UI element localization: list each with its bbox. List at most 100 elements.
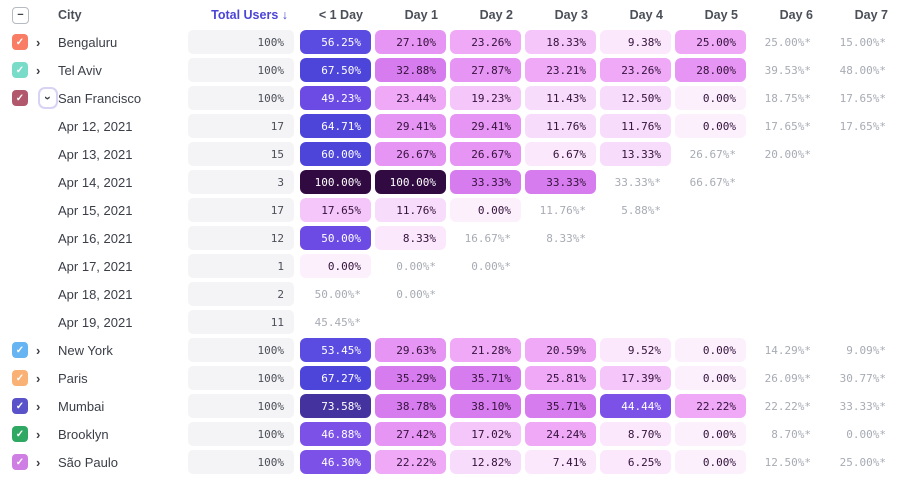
chevron-right-icon[interactable]: › [36,398,41,414]
retention-cell[interactable]: 6.67% [525,142,596,166]
retention-cell[interactable]: 12.50% [600,86,671,110]
retention-cell[interactable]: 23.26% [600,58,671,82]
retention-cell[interactable]: 32.88% [375,58,446,82]
chevron-right-icon[interactable]: › [36,426,41,442]
retention-cell[interactable]: 17.02% [450,422,521,446]
retention-cell[interactable]: 13.33% [600,142,671,166]
retention-cell[interactable]: 12.82% [450,450,521,474]
expand-cell: › [28,344,58,357]
retention-cell[interactable]: 29.63% [375,338,446,362]
retention-cell[interactable]: 67.27% [300,366,371,390]
retention-cell[interactable]: 49.23% [300,86,371,110]
expand-cell: › [28,428,58,441]
retention-cell[interactable]: 25.81% [525,366,596,390]
retention-cell[interactable]: 26.67% [450,142,521,166]
chevron-right-icon[interactable]: › [36,34,41,50]
row-checkbox[interactable]: ✓ [12,454,28,470]
retention-cell[interactable]: 8.70% [600,422,671,446]
retention-cell[interactable]: 35.71% [525,394,596,418]
retention-cell[interactable]: 67.50% [300,58,371,82]
retention-cell[interactable]: 38.10% [450,394,521,418]
retention-cell[interactable]: 9.52% [600,338,671,362]
row-checkbox[interactable]: ✓ [12,370,28,386]
retention-cell[interactable]: 0.00% [300,254,371,278]
retention-cell[interactable]: 6.25% [600,450,671,474]
retention-cell[interactable]: 22.22% [675,394,746,418]
chevron-down-icon: › [41,96,55,100]
table-row: ✓ › São Paulo 100% 46.30% 22.22% 12.82% 7.41% 6.… [12,448,920,476]
retention-cell[interactable]: 73.58% [300,394,371,418]
retention-cell[interactable]: 11.76% [525,114,596,138]
retention-cell[interactable]: 25.00% [675,30,746,54]
retention-cell[interactable]: 50.00% [300,226,371,250]
table-row: Apr 14, 2021 3 100.00% 100.00% 33.33% 33.33% 3… [12,168,920,196]
retention-cell[interactable]: 8.33% [375,226,446,250]
retention-cell[interactable]: 0.00% [675,422,746,446]
retention-cell[interactable]: 33.33% [525,170,596,194]
retention-cell[interactable]: 33.33% [450,170,521,194]
retention-cell[interactable]: 100.00% [300,170,371,194]
estimated-retention-value: 25.00%* [839,455,886,469]
retention-cell[interactable]: 0.00% [675,114,746,138]
retention-cell[interactable]: 0.00% [450,198,521,222]
row-checkbox[interactable]: ✓ [12,62,28,78]
retention-cell[interactable]: 20.59% [525,338,596,362]
retention-cell[interactable]: 27.10% [375,30,446,54]
retention-cell[interactable]: 19.23% [450,86,521,110]
retention-cell[interactable]: 9.38% [600,30,671,54]
chevron-right-icon[interactable]: › [36,370,41,386]
retention-cell[interactable]: 56.25% [300,30,371,54]
city-label: Paris [58,370,88,386]
row-checkbox[interactable]: ✓ [12,90,28,106]
retention-cell[interactable]: 0.00% [675,366,746,390]
select-all-checkbox-indeterminate[interactable]: − [12,6,29,24]
chevron-right-icon[interactable]: › [36,342,41,358]
collapse-row-button[interactable]: › [38,87,58,109]
estimated-retention-value: 33.33%* [839,399,886,413]
city-label: Tel Aviv [58,62,102,78]
retention-cell[interactable]: 46.88% [300,422,371,446]
retention-cell[interactable]: 17.65% [300,198,371,222]
row-checkbox[interactable]: ✓ [12,34,28,50]
retention-cell[interactable]: 0.00% [675,450,746,474]
retention-cell[interactable]: 46.30% [300,450,371,474]
retention-cell[interactable]: 17.39% [600,366,671,390]
column-header-total-users[interactable]: Total Users ↓ [211,8,288,22]
retention-cell[interactable]: 7.41% [525,450,596,474]
retention-cell[interactable]: 38.78% [375,394,446,418]
retention-cell[interactable]: 0.00% [675,86,746,110]
retention-cell[interactable]: 35.29% [375,366,446,390]
retention-cell[interactable]: 100.00% [375,170,446,194]
total-users-cell: 12 [188,226,300,250]
retention-cell[interactable]: 21.28% [450,338,521,362]
chevron-right-icon[interactable]: › [36,62,41,78]
retention-cell[interactable]: 18.33% [525,30,596,54]
column-header-day-4: Day 4 [629,8,663,22]
retention-cell[interactable]: 29.41% [375,114,446,138]
retention-cell[interactable]: 23.44% [375,86,446,110]
retention-cell[interactable]: 23.21% [525,58,596,82]
retention-cell[interactable]: 11.43% [525,86,596,110]
estimated-retention-value: 25.00%* [764,35,811,49]
retention-cell[interactable]: 11.76% [375,198,446,222]
retention-cell[interactable]: 0.00% [675,338,746,362]
retention-cell[interactable]: 64.71% [300,114,371,138]
retention-cell[interactable]: 29.41% [450,114,521,138]
retention-cell[interactable]: 24.24% [525,422,596,446]
retention-cell[interactable]: 27.42% [375,422,446,446]
retention-cell[interactable]: 22.22% [375,450,446,474]
retention-cell[interactable]: 44.44% [600,394,671,418]
row-checkbox[interactable]: ✓ [12,426,28,442]
retention-cell[interactable]: 27.87% [450,58,521,82]
retention-cell[interactable]: 23.26% [450,30,521,54]
retention-cell[interactable]: 35.71% [450,366,521,390]
row-checkbox[interactable]: ✓ [12,398,28,414]
chevron-right-icon[interactable]: › [36,454,41,470]
retention-cell[interactable]: 28.00% [675,58,746,82]
retention-cell[interactable]: 11.76% [600,114,671,138]
retention-cell[interactable]: 53.45% [300,338,371,362]
row-checkbox[interactable]: ✓ [12,342,28,358]
retention-cell[interactable]: 26.67% [375,142,446,166]
estimated-retention-value: 15.00%* [839,35,886,49]
retention-cell[interactable]: 60.00% [300,142,371,166]
